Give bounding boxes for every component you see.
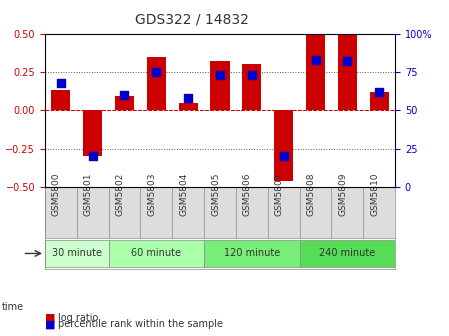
Bar	[147, 56, 166, 110]
Point	[344, 58, 351, 64]
FancyBboxPatch shape	[109, 240, 204, 267]
FancyBboxPatch shape	[204, 240, 299, 267]
Bar	[83, 110, 102, 156]
Point	[312, 57, 319, 62]
Text: GSM5800: GSM5800	[52, 173, 61, 216]
Bar	[338, 35, 357, 110]
Text: ■: ■	[45, 312, 55, 323]
Text: percentile rank within the sample: percentile rank within the sample	[58, 319, 223, 329]
Text: 240 minute: 240 minute	[319, 248, 375, 258]
Text: 30 minute: 30 minute	[52, 248, 102, 258]
Bar	[274, 110, 293, 181]
Point	[185, 95, 192, 101]
Text: ■: ■	[45, 319, 55, 329]
Bar	[306, 35, 325, 110]
Text: GDS322 / 14832: GDS322 / 14832	[135, 13, 249, 27]
Bar	[370, 92, 389, 110]
Text: GSM5806: GSM5806	[243, 173, 252, 216]
Text: GSM5801: GSM5801	[84, 173, 92, 216]
Bar	[51, 90, 70, 110]
Text: GSM5808: GSM5808	[307, 173, 316, 216]
Text: GSM5803: GSM5803	[147, 173, 156, 216]
Text: GSM5804: GSM5804	[179, 173, 188, 216]
Text: 120 minute: 120 minute	[224, 248, 280, 258]
Point	[216, 72, 224, 78]
Text: GSM5809: GSM5809	[339, 173, 348, 216]
Bar	[179, 102, 198, 110]
Bar	[242, 64, 261, 110]
Text: GSM5802: GSM5802	[115, 173, 124, 216]
Text: GSM5805: GSM5805	[211, 173, 220, 216]
Text: GSM5807: GSM5807	[275, 173, 284, 216]
Point	[153, 69, 160, 75]
Text: GSM5810: GSM5810	[370, 173, 379, 216]
Point	[248, 72, 255, 78]
Point	[57, 80, 64, 85]
Point	[89, 154, 96, 159]
Text: log ratio: log ratio	[58, 312, 99, 323]
Text: 60 minute: 60 minute	[132, 248, 181, 258]
FancyBboxPatch shape	[45, 240, 109, 267]
Text: time: time	[2, 302, 24, 312]
FancyBboxPatch shape	[299, 240, 395, 267]
Point	[376, 89, 383, 94]
Bar	[115, 96, 134, 110]
Point	[280, 154, 287, 159]
Bar	[211, 61, 229, 110]
Point	[121, 92, 128, 98]
